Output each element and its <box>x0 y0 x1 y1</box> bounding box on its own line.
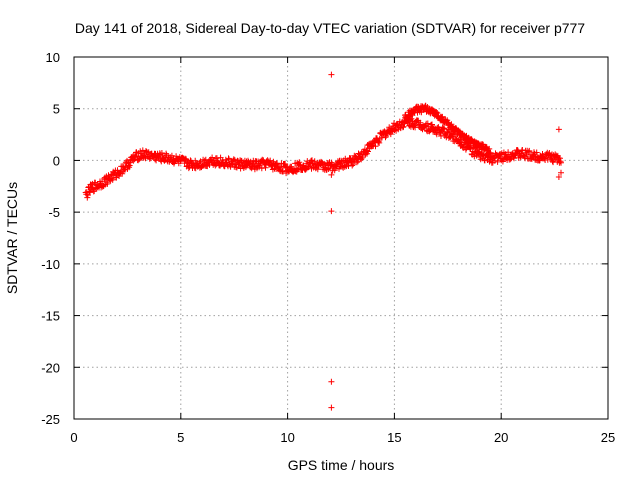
x-tick-label: 0 <box>70 430 77 445</box>
data-points <box>82 71 564 411</box>
data-point <box>372 143 379 150</box>
data-point <box>314 166 321 173</box>
y-tick-label: 5 <box>53 102 60 117</box>
x-tick-label: 25 <box>601 430 615 445</box>
chart-title: Day 141 of 2018, Sidereal Day-to-day VTE… <box>75 20 585 36</box>
data-point <box>457 137 463 144</box>
y-tick-label: -15 <box>41 309 60 324</box>
x-tick-label: 20 <box>494 430 508 445</box>
data-point <box>104 180 111 187</box>
data-point <box>555 126 562 133</box>
data-point <box>558 169 564 176</box>
data-point <box>209 154 216 161</box>
y-tick-label: -10 <box>41 257 60 272</box>
data-point <box>87 189 93 196</box>
data-point <box>433 131 440 138</box>
data-point <box>139 147 146 154</box>
x-tick-label: 5 <box>177 430 184 445</box>
data-point <box>279 168 286 175</box>
data-point <box>230 156 237 163</box>
data-point <box>267 157 274 164</box>
data-point <box>487 149 494 156</box>
x-tick-label: 15 <box>387 430 401 445</box>
data-point <box>526 147 533 154</box>
data-point <box>350 161 357 168</box>
data-point <box>119 170 126 177</box>
data-point <box>383 133 389 139</box>
data-point <box>126 162 133 169</box>
data-point <box>558 159 564 166</box>
data-point <box>400 123 407 130</box>
data-point <box>519 147 526 153</box>
data-point <box>417 119 424 126</box>
y-axis-label: SDTVAR / TECUs <box>4 182 20 294</box>
data-point <box>328 404 335 411</box>
y-tick-label: 10 <box>46 50 60 65</box>
data-point <box>328 71 335 78</box>
x-axis-label: GPS time / hours <box>288 457 395 473</box>
data-point <box>355 158 361 165</box>
y-tick-label: -20 <box>41 360 60 375</box>
grid-lines <box>74 57 608 419</box>
data-point <box>245 157 251 164</box>
y-tick-label: 0 <box>53 153 60 168</box>
data-point <box>328 171 335 178</box>
data-point <box>349 162 356 169</box>
data-point <box>365 148 371 155</box>
data-point <box>321 160 328 167</box>
data-point <box>436 130 443 137</box>
data-point <box>491 157 498 164</box>
data-point <box>353 159 360 166</box>
x-tick-label: 10 <box>280 430 294 445</box>
y-tick-label: -25 <box>41 412 60 427</box>
data-point <box>555 174 562 180</box>
data-point <box>328 208 335 215</box>
axis-ticks: 0 5 10 15 20 25 -25 -20 -15 -10 -5 0 5 10 <box>41 50 615 445</box>
y-tick-label: -5 <box>48 205 60 220</box>
data-point <box>109 176 116 183</box>
data-point <box>231 157 238 164</box>
data-point <box>441 125 448 132</box>
plot-frame <box>73 56 609 420</box>
data-point <box>328 378 335 385</box>
data-point <box>505 149 512 156</box>
data-point <box>196 159 203 166</box>
data-point <box>233 164 240 171</box>
